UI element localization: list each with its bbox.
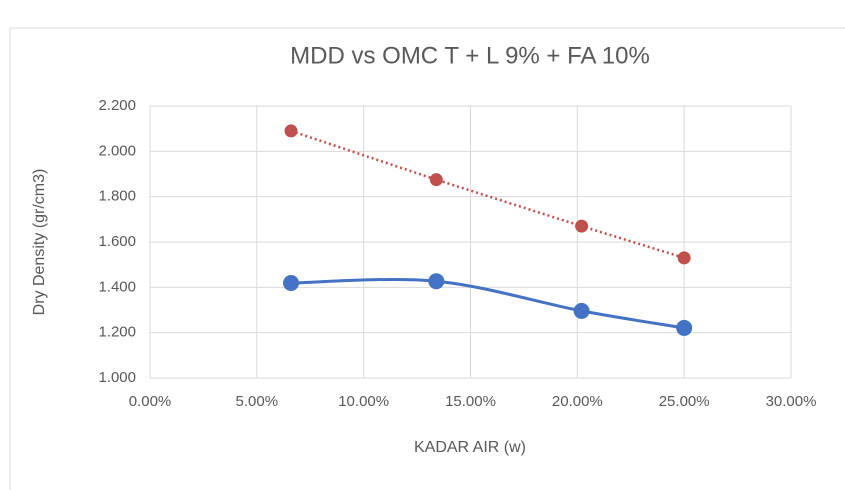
point bbox=[573, 302, 590, 319]
x-tick-label: 10.00% bbox=[338, 393, 389, 410]
x-tick-label: 30.00% bbox=[766, 393, 817, 410]
x-tick-label: 25.00% bbox=[659, 393, 710, 410]
series-line bbox=[291, 278, 685, 330]
y-tick-label: 1.200 bbox=[98, 324, 136, 341]
y-tick-label: 1.600 bbox=[98, 233, 136, 250]
x-axis-label: KADAR AIR (w) bbox=[414, 439, 526, 456]
x-tick-label: 20.00% bbox=[552, 393, 603, 410]
y-axis-label: Dry Density (gr/cm3) bbox=[31, 169, 48, 316]
point bbox=[677, 251, 691, 265]
y-tick-label: 1.400 bbox=[98, 278, 136, 295]
y-tick-label: 1.800 bbox=[98, 188, 136, 205]
point bbox=[429, 173, 443, 187]
point bbox=[284, 124, 298, 138]
y-tick-label: 1.000 bbox=[98, 369, 136, 386]
point bbox=[676, 319, 693, 336]
x-tick-label: 5.00% bbox=[236, 393, 279, 410]
chart-title: MDD vs OMC T + L 9% + FA 10% bbox=[290, 42, 650, 69]
x-tick-label: 0.00% bbox=[129, 393, 172, 410]
point bbox=[428, 273, 445, 290]
series-line bbox=[290, 129, 685, 260]
point bbox=[283, 275, 300, 292]
point bbox=[575, 219, 589, 233]
y-tick-label: 2.000 bbox=[98, 142, 136, 159]
x-tick-label: 15.00% bbox=[445, 393, 496, 410]
y-tick-label: 2.200 bbox=[98, 97, 136, 114]
